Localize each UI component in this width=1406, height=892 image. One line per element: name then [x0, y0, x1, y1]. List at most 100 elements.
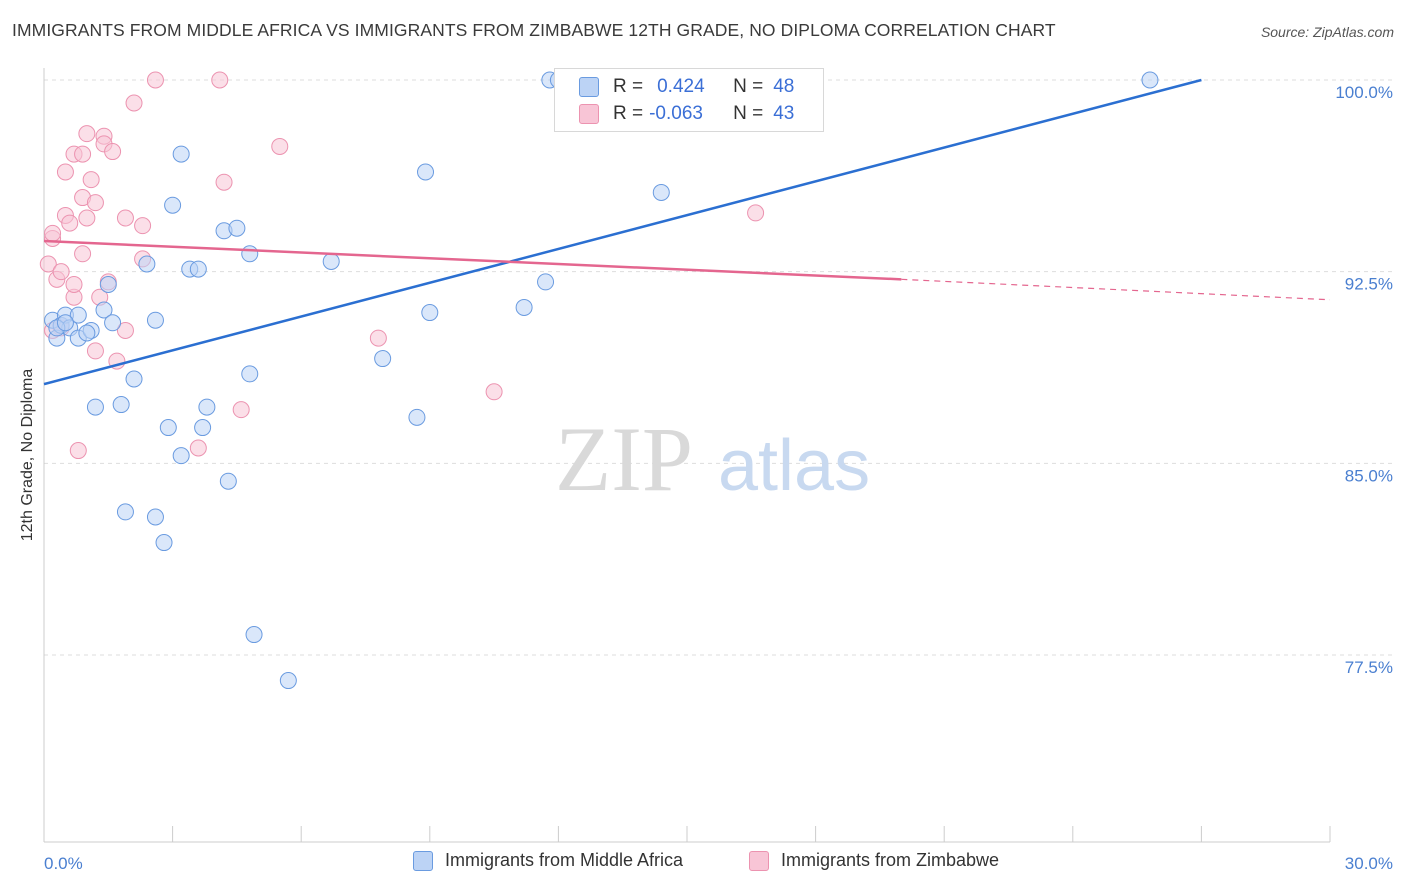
trend-line	[43, 239, 902, 281]
data-point	[125, 94, 143, 112]
data-point	[61, 214, 79, 232]
data-point	[164, 196, 182, 214]
data-point	[241, 245, 259, 263]
data-point	[146, 508, 164, 526]
data-point	[322, 252, 340, 270]
data-point	[369, 329, 387, 347]
data-point	[417, 163, 435, 181]
legend-item-middle-africa[interactable]: Immigrants from Middle Africa	[413, 850, 683, 871]
data-point	[56, 314, 74, 332]
data-point	[146, 311, 164, 329]
bottom-legend: Immigrants from Middle Africa Immigrants…	[0, 850, 1406, 880]
data-point	[747, 204, 765, 222]
data-point	[78, 324, 96, 342]
data-point	[198, 398, 216, 416]
data-point	[159, 419, 177, 437]
data-point	[74, 245, 92, 263]
legend-swatch-pink	[749, 850, 769, 871]
correlation-legend: R = 0.424 N = 48 R = -0.063 N = 43	[554, 68, 824, 132]
r-value: -0.063	[649, 103, 703, 124]
axes	[43, 68, 1331, 843]
n-label: N =	[733, 76, 764, 97]
data-point	[652, 183, 670, 201]
data-point	[537, 273, 555, 291]
y-tick-label: 77.5%	[1345, 658, 1393, 677]
trend-line	[43, 78, 1202, 386]
r-value: 0.424	[657, 76, 705, 97]
data-point	[189, 260, 207, 278]
data-point	[86, 398, 104, 416]
x-tick-label: 30.0%	[1345, 854, 1393, 873]
legend-swatch-blue	[413, 850, 433, 871]
data-point	[241, 365, 259, 383]
legend-swatch-blue	[579, 77, 599, 97]
data-point	[172, 145, 190, 163]
legend-item-zimbabwe[interactable]: Immigrants from Zimbabwe	[749, 850, 999, 871]
n-value: 48	[773, 76, 795, 97]
data-point	[78, 125, 96, 143]
data-point	[44, 224, 62, 242]
data-point	[69, 442, 87, 460]
data-point	[421, 304, 439, 322]
data-point	[95, 301, 113, 319]
y-tick-label: 100.0%	[1335, 83, 1393, 102]
data-point	[86, 342, 104, 360]
series-middle-africa-points	[44, 71, 1159, 690]
data-point	[116, 209, 134, 227]
data-point	[134, 217, 152, 235]
data-point	[104, 314, 122, 332]
data-point	[515, 298, 533, 316]
y-axis-label: 12th Grade, No Diploma	[19, 369, 36, 542]
data-point	[228, 219, 246, 237]
legend-row-middle-africa: R = 0.424 N = 48	[555, 74, 794, 100]
data-point	[112, 396, 130, 414]
data-point	[65, 275, 83, 293]
data-point	[279, 672, 297, 690]
data-point	[56, 163, 74, 181]
r-label: R =	[613, 103, 644, 124]
data-point	[232, 401, 250, 419]
watermark: ZIP atlas	[555, 408, 870, 510]
chart-title: IMMIGRANTS FROM MIDDLE AFRICA VS IMMIGRA…	[12, 20, 1056, 40]
data-point	[485, 383, 503, 401]
data-point	[245, 626, 263, 644]
legend-label: Immigrants from Middle Africa	[445, 850, 684, 870]
data-point	[74, 145, 92, 163]
data-point	[116, 321, 134, 339]
data-point	[78, 209, 96, 227]
data-point	[172, 447, 190, 465]
data-point	[374, 350, 392, 368]
r-label: R =	[613, 76, 644, 97]
watermark-atlas: atlas	[718, 426, 870, 506]
data-point	[189, 439, 207, 457]
n-value: 43	[773, 103, 795, 124]
watermark-zip: ZIP	[555, 408, 693, 510]
tick-labels: 77.5% 85.0% 92.5% 100.0% 0.0% 30.0%	[44, 83, 1393, 873]
legend-label: Immigrants from Zimbabwe	[781, 850, 1000, 870]
data-point	[271, 137, 289, 155]
data-point	[125, 370, 143, 388]
data-point	[99, 275, 117, 293]
data-point	[155, 534, 173, 552]
data-point	[219, 472, 237, 490]
y-tick-label: 85.0%	[1345, 466, 1393, 485]
data-point	[138, 255, 156, 273]
data-point	[194, 419, 212, 437]
legend-swatch-pink	[579, 104, 599, 124]
data-point	[69, 306, 87, 324]
data-point	[86, 194, 104, 212]
x-tick-label: 0.0%	[44, 854, 83, 873]
data-point	[146, 71, 164, 89]
y-tick-label: 92.5%	[1345, 275, 1393, 294]
trend-lines	[43, 78, 1331, 386]
data-point	[215, 173, 233, 191]
data-point	[39, 255, 57, 273]
data-point	[52, 263, 70, 281]
data-point	[211, 71, 229, 89]
data-point	[116, 503, 134, 521]
data-point	[104, 143, 122, 161]
data-point	[408, 408, 426, 426]
trend-line-extension	[901, 278, 1331, 301]
n-label: N =	[733, 103, 764, 124]
